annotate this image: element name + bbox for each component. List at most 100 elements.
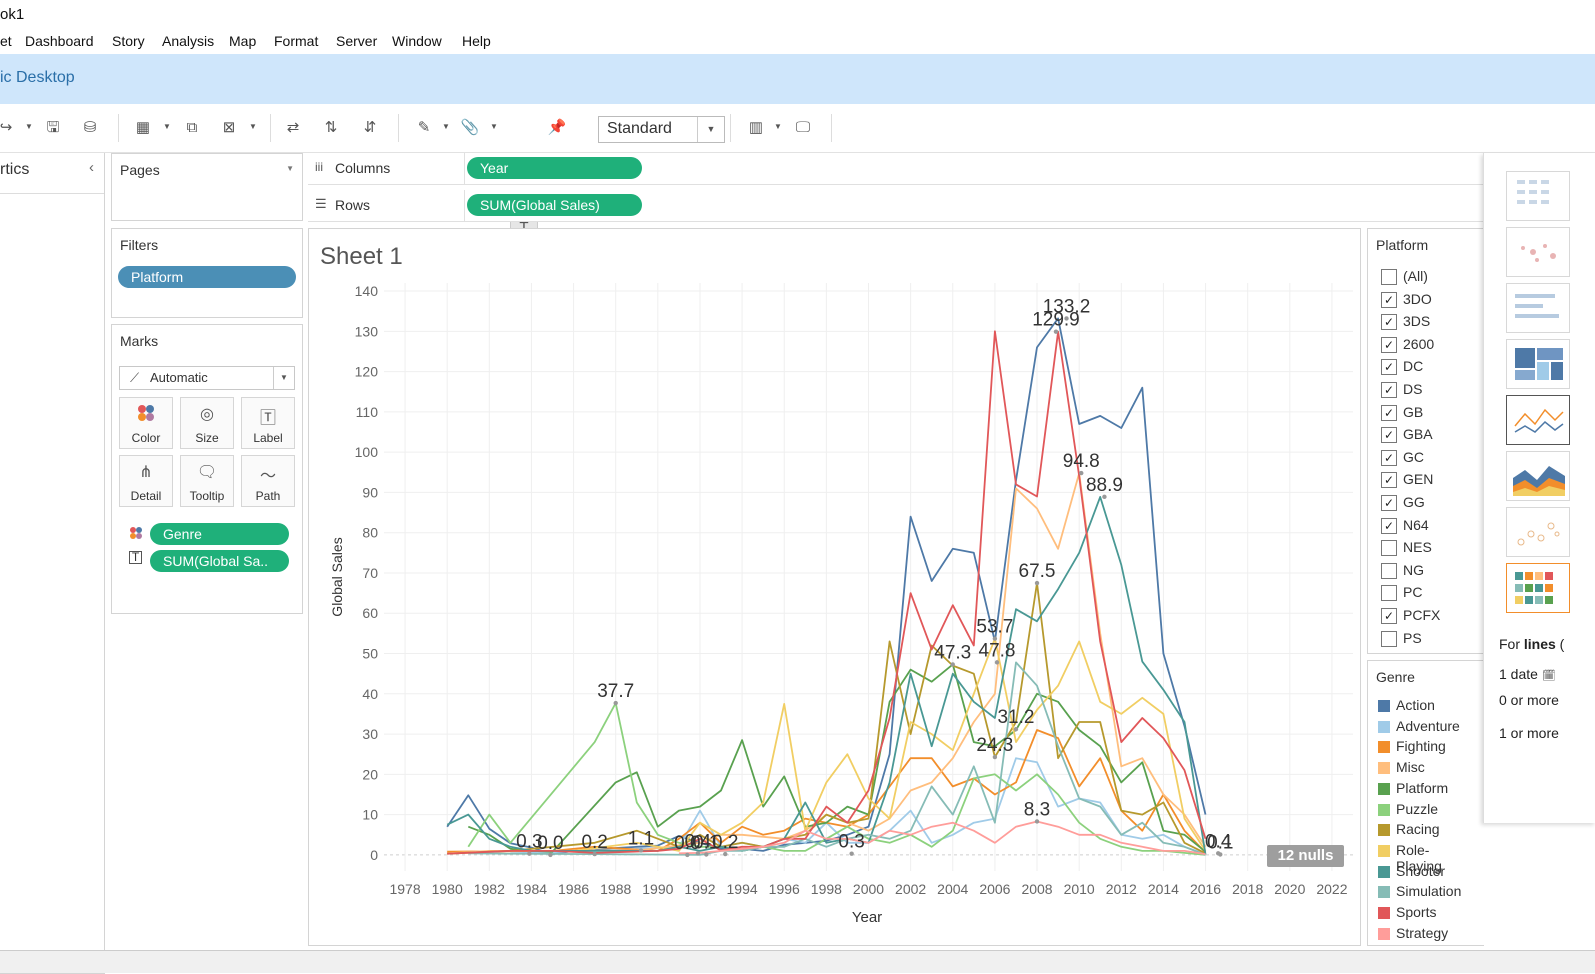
checkbox-checked-icon[interactable]: ✓ (1381, 336, 1397, 353)
series-line-sports[interactable] (447, 330, 1207, 855)
new-data-source-icon[interactable]: ⛁ (83, 119, 97, 136)
series-line-racing[interactable] (447, 582, 1206, 855)
data-point-marker[interactable] (1053, 329, 1059, 334)
chart-type-treemap-icon[interactable] (1506, 339, 1570, 389)
chevron-down-icon[interactable]: ▼ (442, 122, 450, 131)
highlight-icon[interactable]: ✎ (417, 119, 431, 136)
chevron-down-icon[interactable]: ▼ (249, 122, 257, 131)
menu-window[interactable]: Window (392, 33, 442, 49)
checkbox-checked-icon[interactable]: ✓ (1381, 404, 1397, 421)
series-line-puzzle[interactable] (467, 702, 1206, 856)
data-point-marker[interactable] (994, 660, 1000, 665)
presentation-mode-icon[interactable]: 🖵 (795, 119, 811, 136)
data-point-marker[interactable] (527, 851, 532, 856)
chart-type-area-icon[interactable] (1506, 451, 1570, 501)
data-point-marker[interactable] (685, 852, 690, 858)
chart-type-lines-icon[interactable] (1506, 395, 1570, 445)
series-line-misc[interactable] (447, 472, 1207, 855)
data-point-marker[interactable] (613, 700, 618, 706)
columns-pill-year[interactable]: Year (467, 157, 642, 179)
tooltip-card[interactable]: 🗨 Tooltip (180, 455, 234, 507)
size-card[interactable]: ◎ Size (180, 397, 234, 449)
new-worksheet-icon[interactable]: ▦ (135, 119, 151, 136)
data-point-marker[interactable] (992, 754, 998, 760)
chevron-down-icon[interactable]: ▼ (774, 122, 782, 131)
checkbox-unchecked-icon[interactable] (1381, 540, 1397, 557)
chart-type-text-table-icon[interactable] (1506, 171, 1570, 221)
genre-color-pill[interactable]: Genre (150, 523, 289, 545)
chevron-down-icon[interactable]: ▼ (163, 122, 171, 131)
checkbox-unchecked-icon[interactable] (1381, 585, 1397, 602)
nulls-indicator[interactable]: 12 nulls (1267, 845, 1344, 867)
menu-worksheet[interactable]: et (0, 33, 12, 49)
chevron-down-icon[interactable]: ▼ (273, 367, 294, 389)
collapse-pane-icon[interactable]: ‹ (89, 159, 94, 176)
data-point-marker[interactable] (592, 851, 597, 857)
chart-type-scatter-icon[interactable] (1506, 507, 1570, 557)
data-point-marker[interactable] (1013, 727, 1019, 732)
data-point-marker[interactable] (1215, 851, 1221, 856)
sort-descending-icon[interactable]: ⇵ (363, 119, 377, 136)
checkbox-checked-icon[interactable]: ✓ (1381, 449, 1397, 466)
checkbox-unchecked-icon[interactable] (1381, 562, 1397, 579)
series-line-simulation[interactable] (468, 661, 1206, 856)
redo-icon[interactable]: ↪ (0, 119, 13, 136)
show-cards-icon[interactable]: ▥ (748, 119, 764, 136)
data-point-marker[interactable] (1064, 316, 1069, 321)
fix-axes-icon[interactable]: 📌 (547, 119, 567, 136)
chevron-down-icon[interactable]: ▼ (697, 117, 724, 142)
menu-analysis[interactable]: Analysis (162, 33, 215, 49)
checkbox-unchecked-icon[interactable] (1381, 269, 1397, 285)
data-point-marker[interactable] (849, 851, 854, 856)
chevron-down-icon[interactable]: ▼ (286, 164, 294, 173)
checkbox-checked-icon[interactable]: ✓ (1381, 495, 1397, 511)
menu-story[interactable]: Story (112, 33, 145, 49)
chevron-down-icon[interactable]: ▼ (490, 122, 498, 131)
data-point-marker[interactable] (695, 851, 701, 856)
series-line-role-playing[interactable] (573, 637, 1207, 852)
data-point-marker[interactable] (1102, 494, 1107, 500)
menu-help[interactable]: Help (462, 33, 491, 49)
chart-type-highlight-table-icon[interactable] (1506, 563, 1570, 613)
save-icon[interactable]: 🖫 (46, 119, 60, 136)
checkbox-checked-icon[interactable]: ✓ (1381, 427, 1397, 444)
checkbox-checked-icon[interactable]: ✓ (1381, 314, 1397, 331)
series-line-strategy[interactable] (678, 820, 1206, 855)
checkbox-checked-icon[interactable]: ✓ (1381, 472, 1397, 489)
data-point-marker[interactable] (638, 848, 644, 853)
checkbox-checked-icon[interactable]: ✓ (1381, 359, 1397, 376)
view-size-dropdown[interactable]: Standard ▼ (598, 116, 725, 143)
chart-type-horizontal-bars-icon[interactable] (1506, 283, 1570, 333)
data-point-marker[interactable] (992, 636, 998, 641)
checkbox-checked-icon[interactable]: ✓ (1381, 517, 1397, 534)
detail-card[interactable]: ⋔ Detail (119, 455, 173, 507)
pages-card[interactable]: Pages ▼ (111, 153, 303, 221)
checkbox-unchecked-icon[interactable] (1381, 630, 1397, 647)
swap-rows-columns-icon[interactable]: ⇄ (286, 119, 300, 136)
filter-pill-platform[interactable]: Platform (118, 266, 296, 288)
sort-ascending-icon[interactable]: ⇅ (324, 119, 338, 136)
data-point-marker[interactable] (1034, 819, 1040, 824)
data-point-marker[interactable] (548, 852, 553, 858)
mark-type-dropdown[interactable]: ⟋ Automatic ▼ (119, 366, 295, 390)
chevron-down-icon[interactable]: ▼ (25, 122, 33, 131)
menu-dashboard[interactable]: Dashboard (25, 33, 94, 49)
color-card[interactable]: Color (119, 397, 173, 449)
menu-server[interactable]: Server (336, 33, 378, 49)
group-members-icon[interactable]: 📎 (460, 119, 480, 136)
checkbox-checked-icon[interactable]: ✓ (1381, 382, 1397, 398)
checkbox-checked-icon[interactable]: ✓ (1381, 291, 1397, 308)
duplicate-sheet-icon[interactable]: ⧉ (186, 119, 198, 136)
clear-sheet-icon[interactable]: ⊠ (222, 119, 236, 136)
menu-map[interactable]: Map (229, 33, 257, 49)
data-point-marker[interactable] (950, 662, 955, 667)
label-card[interactable]: 🅃 Label (241, 397, 295, 449)
global-sales-label-pill[interactable]: SUM(Global Sa.. (150, 550, 289, 572)
chart-type-map-icon[interactable] (1506, 227, 1570, 277)
rows-pill-global-sales[interactable]: SUM(Global Sales) (467, 194, 642, 216)
series-line-platform[interactable] (467, 663, 1207, 853)
data-point-marker[interactable] (704, 852, 709, 857)
menu-format[interactable]: Format (274, 33, 319, 49)
data-point-marker[interactable] (1079, 470, 1084, 476)
data-point-marker[interactable] (1034, 580, 1040, 586)
